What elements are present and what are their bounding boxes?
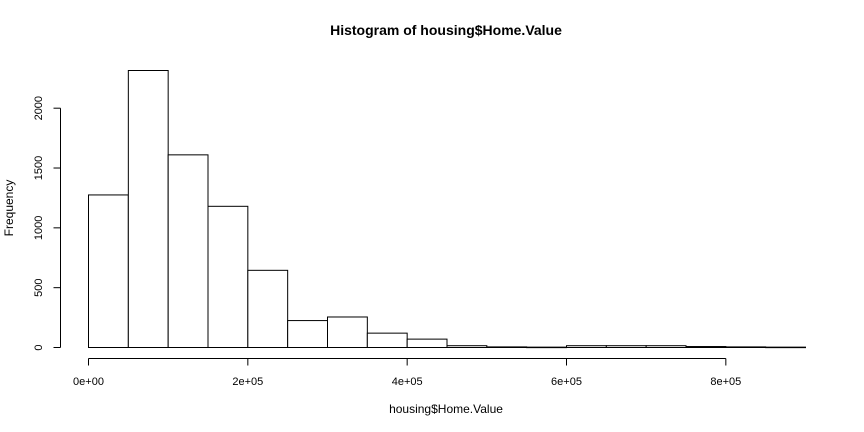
histogram-bar-6 [327, 316, 368, 349]
histogram-bar-14 [645, 345, 687, 348]
histogram-bar-2 [167, 154, 209, 348]
x-tick-label-2: 4e+05 [392, 376, 423, 388]
x-tick-label-3: 6e+05 [551, 376, 582, 388]
histogram-bar-16 [725, 346, 767, 349]
x-tick-label-4: 8e+05 [710, 376, 741, 388]
histogram-bar-9 [446, 345, 488, 348]
x-axis: 0e+00 2e+05 4e+05 6e+05 8e+05 [73, 358, 741, 388]
y-tick-label-2: 1000 [33, 216, 45, 240]
x-axis-label: housing$Home.Value [389, 402, 503, 416]
histogram-bar-3 [207, 205, 249, 348]
y-tick-label-0: 0 [33, 344, 45, 350]
histogram-bar-15 [685, 346, 727, 348]
y-axis: 0 500 1000 1500 2000 [33, 96, 61, 351]
histogram-bar-4 [247, 269, 289, 349]
histogram-bar-17 [765, 346, 807, 349]
y-tick-label-3: 1500 [33, 156, 45, 180]
y-tick-label-4: 2000 [33, 96, 45, 120]
x-tick-label-0: 0e+00 [73, 376, 104, 388]
y-ticks: 0 500 1000 1500 2000 [33, 96, 61, 351]
histogram-bar-1 [127, 70, 169, 348]
histogram-bar-7 [366, 332, 408, 349]
histogram-bar-11 [526, 346, 568, 349]
x-ticks: 0e+00 2e+05 4e+05 6e+05 8e+05 [73, 358, 741, 388]
histogram-bar-10 [486, 346, 528, 349]
bars-group [88, 70, 807, 349]
y-tick-label-1: 500 [33, 278, 45, 296]
histogram-bar-5 [287, 320, 328, 349]
histogram-bar-13 [605, 345, 647, 348]
histogram-bar-0 [88, 194, 129, 348]
y-axis-label: Frequency [2, 180, 16, 237]
histogram-bar-8 [406, 338, 448, 348]
histogram-bar-12 [566, 345, 607, 348]
x-tick-label-1: 2e+05 [232, 376, 263, 388]
chart-title: Histogram of housing$Home.Value [330, 22, 562, 38]
